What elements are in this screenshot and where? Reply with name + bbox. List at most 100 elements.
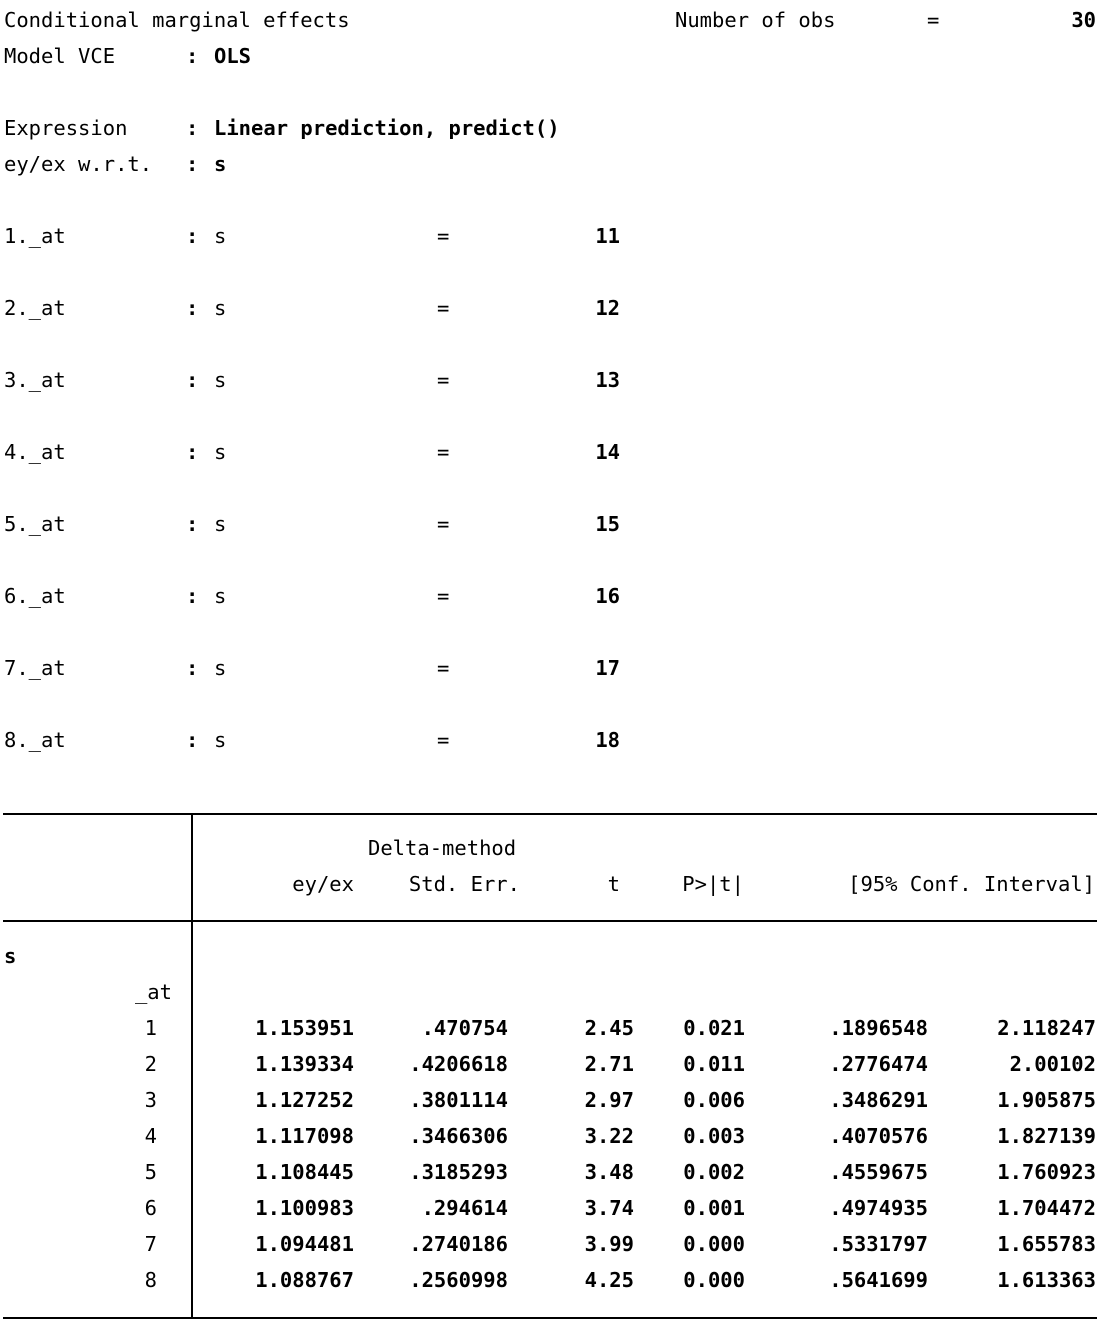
at-equals: = <box>437 656 450 680</box>
at-label: 8._at <box>4 728 66 752</box>
cell-at-index: 8 <box>144 1268 157 1292</box>
at-colon: : <box>186 296 199 320</box>
at-equals: = <box>437 224 450 248</box>
cell-at-index: 3 <box>144 1088 157 1112</box>
at-value: 17 <box>595 656 620 680</box>
at-label: 5._at <box>4 512 66 536</box>
at-label: 2._at <box>4 296 66 320</box>
cell-ci-upper: 2.118247 <box>997 1016 1096 1040</box>
cell-p: 0.000 <box>683 1232 745 1256</box>
wrt-value: s <box>214 152 227 176</box>
cell-std-err: .2740186 <box>409 1232 508 1256</box>
cell-std-err: .4206618 <box>409 1052 508 1076</box>
at-variable: s <box>214 512 227 536</box>
expression-label: Expression <box>4 116 128 140</box>
cell-ci-lower: .2776474 <box>829 1052 928 1076</box>
cell-eyex: 1.100983 <box>255 1196 354 1220</box>
cell-ci-upper: 1.827139 <box>997 1124 1096 1148</box>
table-subgroup-label: _at <box>134 980 172 1004</box>
expression-value: Linear prediction, predict() <box>214 116 560 140</box>
at-value: 12 <box>595 296 620 320</box>
cell-ci-upper: 1.905875 <box>997 1088 1096 1112</box>
nobs-value: 30 <box>1071 8 1096 32</box>
cell-t: 2.71 <box>584 1052 634 1076</box>
cell-at-index: 2 <box>144 1052 157 1076</box>
col-header-p: P>|t| <box>682 872 744 896</box>
cell-at-index: 1 <box>144 1016 157 1040</box>
cell-std-err: .3801114 <box>409 1088 508 1112</box>
at-variable: s <box>214 224 227 248</box>
cell-at-index: 5 <box>144 1160 157 1184</box>
at-value: 13 <box>595 368 620 392</box>
cell-eyex: 1.108445 <box>255 1160 354 1184</box>
cell-ci-upper: 1.760923 <box>997 1160 1096 1184</box>
nobs-equals: = <box>927 8 940 32</box>
at-variable: s <box>214 296 227 320</box>
at-variable: s <box>214 584 227 608</box>
at-variable: s <box>214 440 227 464</box>
cell-ci-upper: 2.00102 <box>1009 1052 1096 1076</box>
at-value: 16 <box>595 584 620 608</box>
vce-value: OLS <box>214 44 252 68</box>
cell-p: 0.003 <box>683 1124 745 1148</box>
at-equals: = <box>437 728 450 752</box>
cell-std-err: .470754 <box>421 1016 508 1040</box>
cell-ci-upper: 1.704472 <box>997 1196 1096 1220</box>
at-variable: s <box>214 656 227 680</box>
cell-eyex: 1.139334 <box>255 1052 354 1076</box>
cell-ci-lower: .3486291 <box>829 1088 928 1112</box>
cell-t: 4.25 <box>584 1268 634 1292</box>
at-value: 15 <box>595 512 620 536</box>
table-group-label: s <box>4 944 17 968</box>
cell-p: 0.002 <box>683 1160 745 1184</box>
at-label: 1._at <box>4 224 66 248</box>
at-label: 3._at <box>4 368 66 392</box>
cell-eyex: 1.153951 <box>255 1016 354 1040</box>
at-colon: : <box>186 656 199 680</box>
table-stub-separator <box>191 814 193 1318</box>
cell-t: 3.99 <box>584 1232 634 1256</box>
vce-colon: : <box>186 44 199 68</box>
cell-p: 0.006 <box>683 1088 745 1112</box>
at-colon: : <box>186 440 199 464</box>
cell-t: 3.48 <box>584 1160 634 1184</box>
cell-at-index: 6 <box>144 1196 157 1220</box>
cell-t: 3.74 <box>584 1196 634 1220</box>
table-top-rule <box>3 813 1097 815</box>
at-colon: : <box>186 728 199 752</box>
at-value: 14 <box>595 440 620 464</box>
cell-std-err: .3185293 <box>409 1160 508 1184</box>
cell-ci-lower: .5331797 <box>829 1232 928 1256</box>
at-colon: : <box>186 584 199 608</box>
at-equals: = <box>437 296 450 320</box>
wrt-colon: : <box>186 152 199 176</box>
col-header-conf-interval: [95% Conf. Interval] <box>848 872 1095 896</box>
table-bottom-rule <box>3 1317 1097 1319</box>
cell-eyex: 1.117098 <box>255 1124 354 1148</box>
cell-std-err: .3466306 <box>409 1124 508 1148</box>
at-equals: = <box>437 584 450 608</box>
cell-p: 0.000 <box>683 1268 745 1292</box>
delta-method-header: Delta-method <box>368 836 517 860</box>
cell-t: 3.22 <box>584 1124 634 1148</box>
cell-t: 2.97 <box>584 1088 634 1112</box>
at-value: 18 <box>595 728 620 752</box>
table-header-rule <box>3 920 1097 922</box>
cell-t: 2.45 <box>584 1016 634 1040</box>
expression-colon: : <box>186 116 199 140</box>
cell-p: 0.021 <box>683 1016 745 1040</box>
vce-label: Model VCE <box>4 44 116 68</box>
cell-p: 0.001 <box>683 1196 745 1220</box>
at-value: 11 <box>595 224 620 248</box>
cell-eyex: 1.088767 <box>255 1268 354 1292</box>
at-label: 6._at <box>4 584 66 608</box>
at-equals: = <box>437 440 450 464</box>
cell-std-err: .294614 <box>421 1196 508 1220</box>
cell-eyex: 1.127252 <box>255 1088 354 1112</box>
at-variable: s <box>214 728 227 752</box>
col-header-t: t <box>607 872 620 896</box>
at-equals: = <box>437 512 450 536</box>
cell-ci-lower: .4070576 <box>829 1124 928 1148</box>
cell-ci-lower: .4559675 <box>829 1160 928 1184</box>
cell-ci-lower: .4974935 <box>829 1196 928 1220</box>
